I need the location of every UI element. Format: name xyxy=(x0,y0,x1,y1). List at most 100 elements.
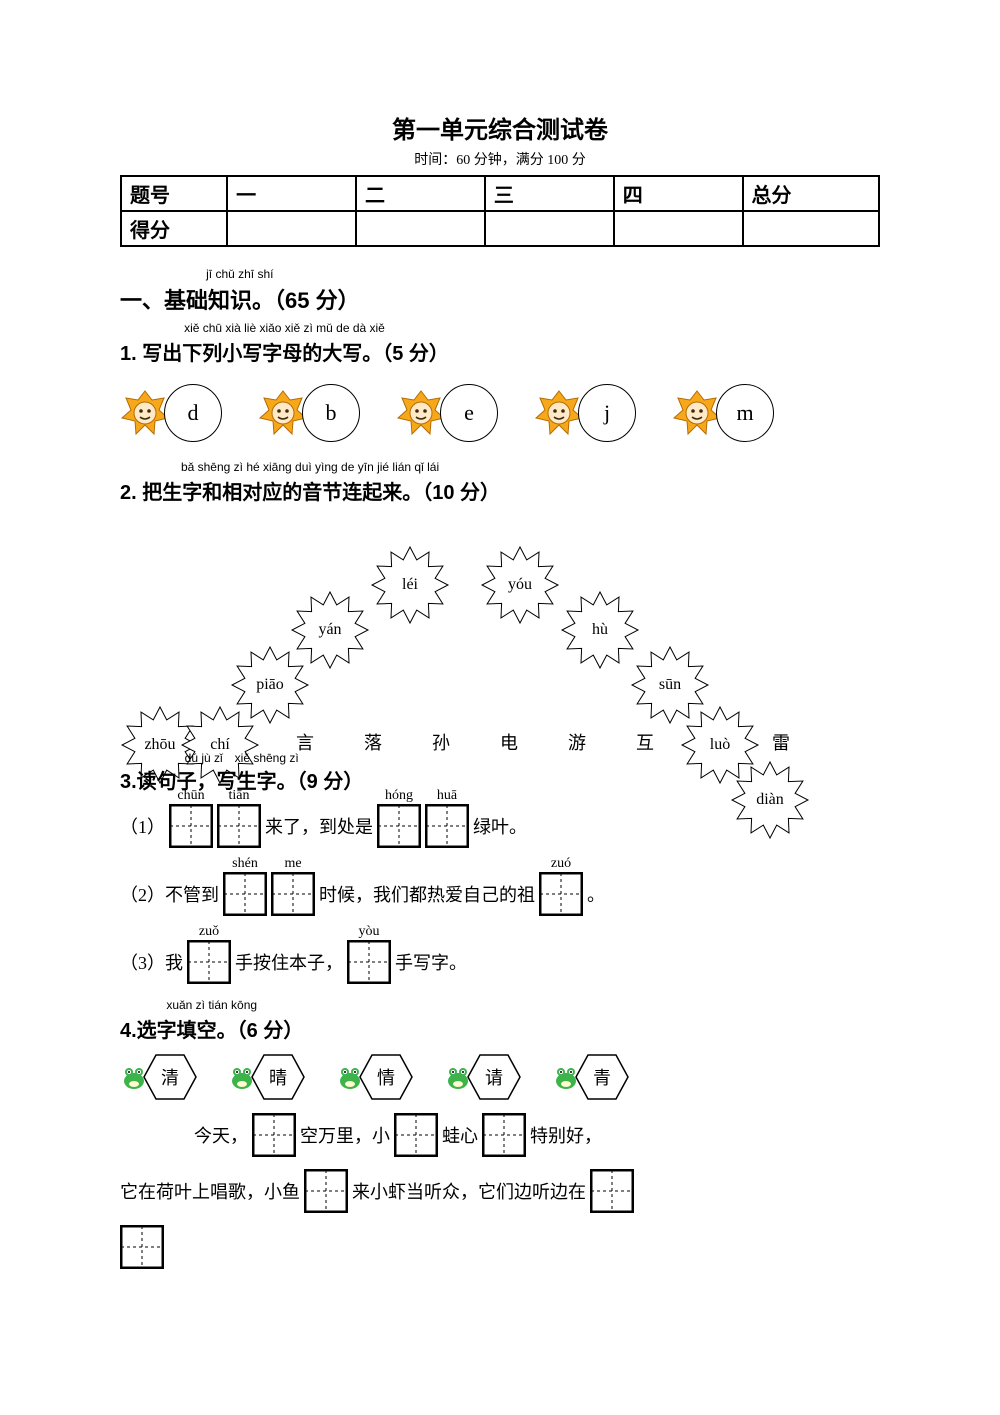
q4-option: 请 xyxy=(444,1053,522,1101)
pinyin-label: yóu xyxy=(508,576,532,594)
write-box xyxy=(120,1225,164,1269)
q1-item: d xyxy=(120,384,222,442)
q4-option: 情 xyxy=(336,1053,414,1101)
write-box xyxy=(187,940,231,984)
q4-options: 清 晴 情 请 青 xyxy=(120,1053,880,1101)
write-box xyxy=(377,804,421,848)
flower-icon xyxy=(534,388,584,438)
td xyxy=(356,211,485,246)
td xyxy=(485,211,614,246)
write-box xyxy=(347,940,391,984)
q1-item: e xyxy=(396,384,498,442)
pinyin-label: piāo xyxy=(256,676,284,694)
text: 。 xyxy=(587,881,605,907)
text: 空万里，小 xyxy=(300,1122,390,1148)
pinyin: tiān xyxy=(229,788,250,804)
q4-option: 清 xyxy=(120,1053,198,1101)
write-box xyxy=(482,1113,526,1157)
option-char: 清 xyxy=(161,1064,179,1090)
td xyxy=(743,211,879,246)
table-row: 得分 xyxy=(121,211,879,246)
num: （2）不管到 xyxy=(120,881,219,907)
pinyin: bǎ shēng zì hé xiāng duì yìng de yīn jié… xyxy=(120,460,500,474)
text: 来了，到处是 xyxy=(265,813,373,839)
hexagon: 晴 xyxy=(250,1053,306,1101)
th: 一 xyxy=(227,176,356,211)
td xyxy=(614,211,743,246)
pinyin: zuó xyxy=(551,856,571,872)
text: 今天， xyxy=(194,1122,248,1148)
pinyin: hóng xyxy=(385,788,413,804)
write-box xyxy=(217,804,261,848)
letter-circle: m xyxy=(716,384,774,442)
table-row: 题号 一 二 三 四 总分 xyxy=(121,176,879,211)
write-box xyxy=(590,1169,634,1213)
letter-circle: d xyxy=(164,384,222,442)
hexagon: 青 xyxy=(574,1053,630,1101)
pinyin-label: diàn xyxy=(756,791,784,809)
letter-circle: e xyxy=(440,384,498,442)
q1-label: 1. 写出下列小写字母的大写。（5 分） xyxy=(120,343,449,365)
pinyin: chūn xyxy=(177,788,204,804)
text: 来小虾当听众，它们边听边在 xyxy=(352,1178,586,1204)
option-char: 青 xyxy=(593,1064,611,1090)
q1-item: b xyxy=(258,384,360,442)
score-table: 题号 一 二 三 四 总分 得分 xyxy=(120,175,880,247)
pinyin: jī chǔ zhī shí xyxy=(120,267,360,281)
num: （1） xyxy=(120,813,165,839)
pinyin: zuǒ xyxy=(199,924,219,940)
q4-line1: 今天， 空万里，小 蛙心 特别好， xyxy=(120,1113,880,1157)
q4-label: 4.选字填空。（6 分） xyxy=(120,1020,303,1042)
th: 三 xyxy=(485,176,614,211)
text: 特别好， xyxy=(530,1122,602,1148)
hexagon: 清 xyxy=(142,1053,198,1101)
th: 得分 xyxy=(121,211,227,246)
q3-sentence-3: （3）我 zuǒ 手按住本子， yòu 手写字。 xyxy=(120,940,880,984)
hexagon: 请 xyxy=(466,1053,522,1101)
write-box xyxy=(394,1113,438,1157)
page-subtitle: 时间：60 分钟，满分 100 分 xyxy=(120,149,880,169)
write-box xyxy=(271,872,315,916)
pinyin-label: luò xyxy=(710,736,730,754)
pinyin: huā xyxy=(437,788,457,804)
q1-row: d b e j m xyxy=(120,384,880,442)
pinyin: xiě chū xià liè xiǎo xiě zì mǔ de dà xiě xyxy=(120,321,449,335)
q4-line2: 它在荷叶上唱歌，小鱼 来小虾当听众，它们边听边在 xyxy=(120,1169,880,1213)
pinyin-label: léi xyxy=(402,576,418,594)
pinyin-burst: hù xyxy=(560,590,640,670)
write-box xyxy=(252,1113,296,1157)
th: 总分 xyxy=(743,176,879,211)
question-2: bǎ shēng zì hé xiāng duì yìng de yīn jié… xyxy=(120,476,880,505)
pinyin: shén xyxy=(232,856,258,872)
option-char: 晴 xyxy=(269,1064,287,1090)
option-char: 请 xyxy=(485,1064,503,1090)
td xyxy=(227,211,356,246)
text: 它在荷叶上唱歌，小鱼 xyxy=(120,1178,300,1204)
question-4: xuǎn zì tián kōng 4.选字填空。（6 分） xyxy=(120,1014,880,1043)
pinyin: dú jù zǐ xiě shēng zì xyxy=(120,749,363,766)
text: 手写字。 xyxy=(395,949,467,975)
q1-item: m xyxy=(672,384,774,442)
flower-icon xyxy=(258,388,308,438)
write-box xyxy=(539,872,583,916)
text: 时候，我们都热爱自己的祖 xyxy=(319,881,535,907)
pinyin: xuǎn zì tián kōng xyxy=(120,998,303,1012)
q1-item: j xyxy=(534,384,636,442)
pinyin-label: yán xyxy=(318,621,341,639)
option-char: 情 xyxy=(377,1064,395,1090)
pinyin-label: sūn xyxy=(659,676,681,694)
write-box xyxy=(223,872,267,916)
num: （3）我 xyxy=(120,949,183,975)
th: 四 xyxy=(614,176,743,211)
q4-option: 晴 xyxy=(228,1053,306,1101)
section-heading: jī chǔ zhī shí 一、基础知识。（65 分） xyxy=(120,283,880,315)
write-box xyxy=(169,804,213,848)
text: 蛙心 xyxy=(442,1122,478,1148)
flower-icon xyxy=(396,388,446,438)
pinyin-burst: yóu xyxy=(480,545,560,625)
section-label: 一、基础知识。（65 分） xyxy=(120,288,360,313)
th: 题号 xyxy=(121,176,227,211)
text: 绿叶。 xyxy=(473,813,527,839)
pinyin-label: hù xyxy=(592,621,608,639)
th: 二 xyxy=(356,176,485,211)
